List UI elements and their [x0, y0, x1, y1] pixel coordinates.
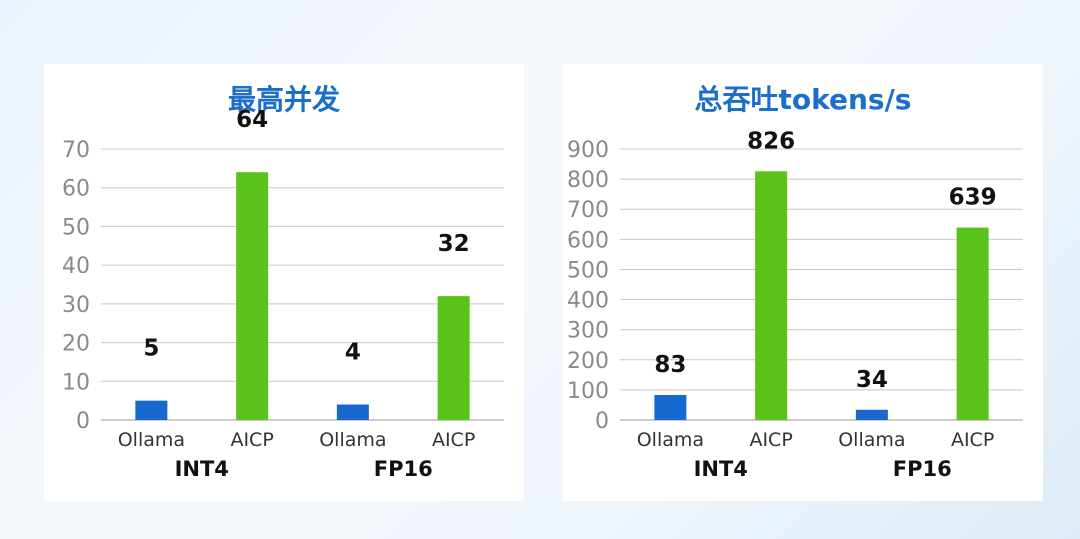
group-label: INT4	[175, 457, 229, 481]
category-label: Ollama	[838, 429, 905, 451]
y-tick-label: 900	[567, 138, 609, 163]
data-label: 639	[949, 185, 997, 211]
y-tick-label: 40	[62, 254, 90, 279]
category-label: AICP	[230, 429, 273, 451]
category-label: Ollama	[319, 429, 386, 451]
y-tick-label: 70	[62, 138, 90, 163]
chart-panel-concurrency: 最高并发 0 10 20 30 40 50 60 70 5 Ollama 64 AICP 4 Ollama…	[44, 64, 524, 501]
category-label: Ollama	[637, 429, 704, 451]
y-tick-label: 50	[62, 215, 90, 240]
bar	[956, 227, 989, 420]
category-label: Ollama	[118, 429, 185, 451]
y-tick-label: 20	[62, 332, 90, 357]
bar	[755, 171, 788, 420]
y-tick-label: 300	[567, 319, 609, 344]
group-label: FP16	[374, 457, 433, 481]
y-tick-label: 0	[595, 409, 609, 434]
bar	[236, 172, 269, 420]
bar	[437, 296, 470, 420]
y-tick-label: 10	[62, 370, 90, 395]
chart-title: 最高并发	[227, 83, 340, 116]
data-label: 83	[654, 352, 686, 378]
category-label: AICP	[432, 429, 475, 451]
data-label: 32	[438, 231, 470, 257]
y-tick-label: 0	[76, 409, 90, 434]
y-tick-label: 600	[567, 228, 609, 253]
bar-chart-throughput: 0 100 200 300 400 500 600 700 800 900 83 Ollama 826 A…	[567, 128, 1023, 481]
chart-title: 总吞吐tokens/s	[694, 83, 912, 116]
group-label: FP16	[893, 457, 952, 481]
y-tick-label: 400	[567, 289, 609, 314]
y-tick-label: 200	[567, 349, 609, 374]
category-label: AICP	[749, 429, 792, 451]
bar	[855, 409, 888, 420]
bar	[654, 395, 687, 420]
y-tick-label: 100	[567, 379, 609, 404]
y-tick-label: 800	[567, 168, 609, 193]
data-label: 64	[236, 107, 268, 133]
category-label: AICP	[951, 429, 994, 451]
data-label: 5	[143, 336, 159, 362]
bar	[336, 404, 369, 420]
chart-panel-throughput: 总吞吐tokens/s 0 100 200 300 400 500 600 700 800 900…	[563, 64, 1043, 501]
y-tick-label: 60	[62, 177, 90, 202]
group-label: INT4	[694, 457, 748, 481]
y-tick-label: 500	[567, 258, 609, 283]
y-tick-label: 700	[567, 198, 609, 223]
data-label: 4	[345, 340, 361, 366]
data-label: 34	[856, 367, 888, 393]
data-label: 826	[747, 128, 795, 154]
y-tick-label: 30	[62, 293, 90, 318]
bar-chart-concurrency: 0 10 20 30 40 50 60 70 5 Ollama 64 AICP 4 Ollama 32 AIC…	[62, 107, 504, 481]
bar	[135, 400, 168, 420]
